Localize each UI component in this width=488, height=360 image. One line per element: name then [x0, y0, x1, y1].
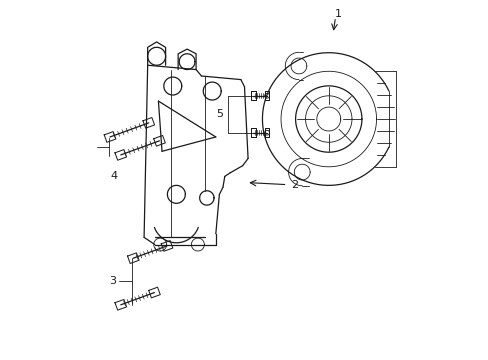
Text: 4: 4 — [111, 171, 118, 181]
Text: 5: 5 — [216, 109, 223, 119]
Text: 1: 1 — [334, 9, 341, 19]
Text: 2: 2 — [290, 180, 298, 190]
Text: 3: 3 — [109, 276, 116, 287]
